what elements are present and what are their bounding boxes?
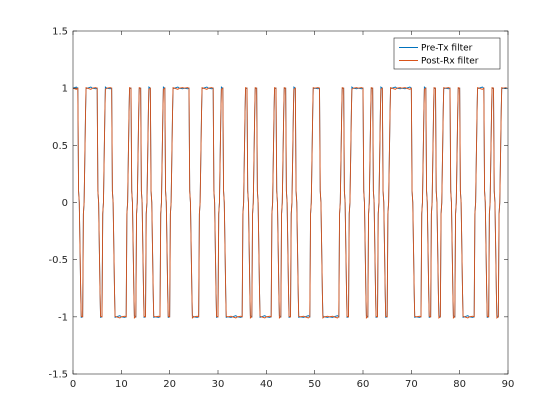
series-layer — [72, 86, 507, 319]
y-tick-label: -1 — [58, 312, 68, 323]
x-tick-label: 70 — [405, 379, 418, 390]
x-tick-label: 40 — [260, 379, 273, 390]
y-tick-label: 1 — [62, 84, 68, 95]
y-tick-label: -1.5 — [48, 370, 68, 381]
y-tick-label: 0 — [62, 198, 68, 209]
y-tick-label: -0.5 — [48, 255, 68, 266]
x-tick-label: 0 — [70, 379, 76, 390]
x-tick-label: 50 — [308, 379, 321, 390]
x-tick-label: 80 — [453, 379, 466, 390]
legend-label-post-rx: Post-Rx filter — [421, 57, 479, 67]
legend-box — [393, 37, 501, 70]
y-tick-label: 0.5 — [52, 141, 68, 152]
x-tick-label: 20 — [163, 379, 176, 390]
legend-label-pre-tx: Pre-Tx filter — [421, 44, 473, 54]
series-line-post-rx — [72, 86, 507, 319]
ticks-layer: 0 10 20 30 40 50 60 70 80 90 -1.5 -1 -0.5 0 0.5 1 1.5 — [48, 27, 514, 391]
x-tick-label: 30 — [212, 379, 225, 390]
x-tick-label: 90 — [502, 379, 515, 390]
legend: Pre-Tx filter Post-Rx filter — [393, 37, 501, 70]
x-tick-label: 10 — [115, 379, 128, 390]
plot-area — [73, 31, 508, 374]
x-tick-label: 60 — [357, 379, 370, 390]
y-tick-label: 1.5 — [52, 27, 68, 38]
